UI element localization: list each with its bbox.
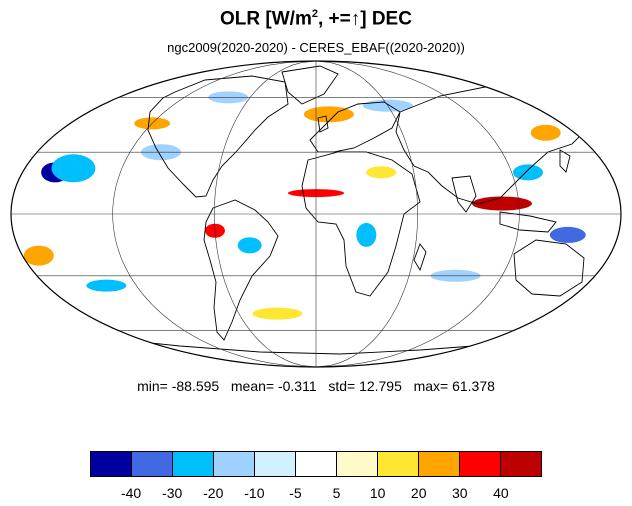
plot-title: OLR [W/m2, +=↑] DEC [220,8,412,30]
colorbar-segment [419,452,460,476]
colorbar-tick-label: -5 [289,485,302,501]
stat-max: 61.378 [452,378,495,394]
anomaly-patch [252,307,303,320]
anomaly-patch [530,124,561,141]
colorbar-segment [460,452,501,476]
colorbar-tick-label: 30 [452,485,468,501]
coast-indonesia [499,211,557,233]
anomaly-patch [86,279,127,292]
colorbar-segment [296,452,337,476]
stat-std-label: std= [328,378,356,394]
colorbar-tick-label: -30 [162,485,183,501]
stat-mean: -0.311 [277,378,317,394]
anomaly-patch [356,222,377,247]
coast-australia [513,239,585,297]
anomaly-patch [471,196,532,211]
coast-south-america [203,199,279,341]
coast-greenland [281,65,339,105]
anomaly-patch [366,166,397,179]
coast-madagascar [413,243,427,272]
plot-subtitle: ngc2009(2020-2020) - CERES_EBAF((2020-20… [167,40,465,55]
colorbar-segment [214,452,255,476]
coast-india [451,175,477,213]
colorbar-segment [337,452,378,476]
stat-std: 12.795 [359,378,402,394]
coast-uk [317,115,329,133]
colorbar-tick-label: 20 [410,485,427,501]
colorbar-segment [255,452,296,476]
stat-min: -88.595 [171,378,220,394]
colorbar-segment [91,452,132,476]
colorbar-segment [132,452,173,476]
anomaly-patch [23,245,54,266]
anomaly-patch [512,164,543,181]
colorbar-segment [501,452,541,476]
anomaly-patch [549,226,586,243]
stat-max-label: max= [413,378,449,394]
colorbar-segment [378,452,419,476]
colorbar-tick-label: 10 [369,485,386,501]
colorbar-tick-label: 5 [332,485,341,501]
coast-japan [559,149,571,173]
colorbar-tick-label: -40 [120,485,142,501]
colorbar-segment [173,452,214,476]
stat-mean-label: mean= [230,378,275,394]
colorbar-tick-label: -20 [203,485,224,501]
statistics-line: min= -88.595 mean= -0.311 std= 12.795 ma… [0,378,632,394]
mollweide-map [10,60,622,368]
colorbar [90,451,542,477]
colorbar-ticks: -40 -30 -20 -10 -5 5 10 20 30 40 [90,485,542,503]
colorbar-tick-label: -10 [244,485,265,501]
anomaly-patch [51,154,96,183]
anomaly-patch [237,237,262,254]
stat-min-label: min= [137,378,168,394]
graticule [11,61,621,367]
colorbar-tick-label: 40 [493,485,509,501]
globe-outline [10,60,622,368]
